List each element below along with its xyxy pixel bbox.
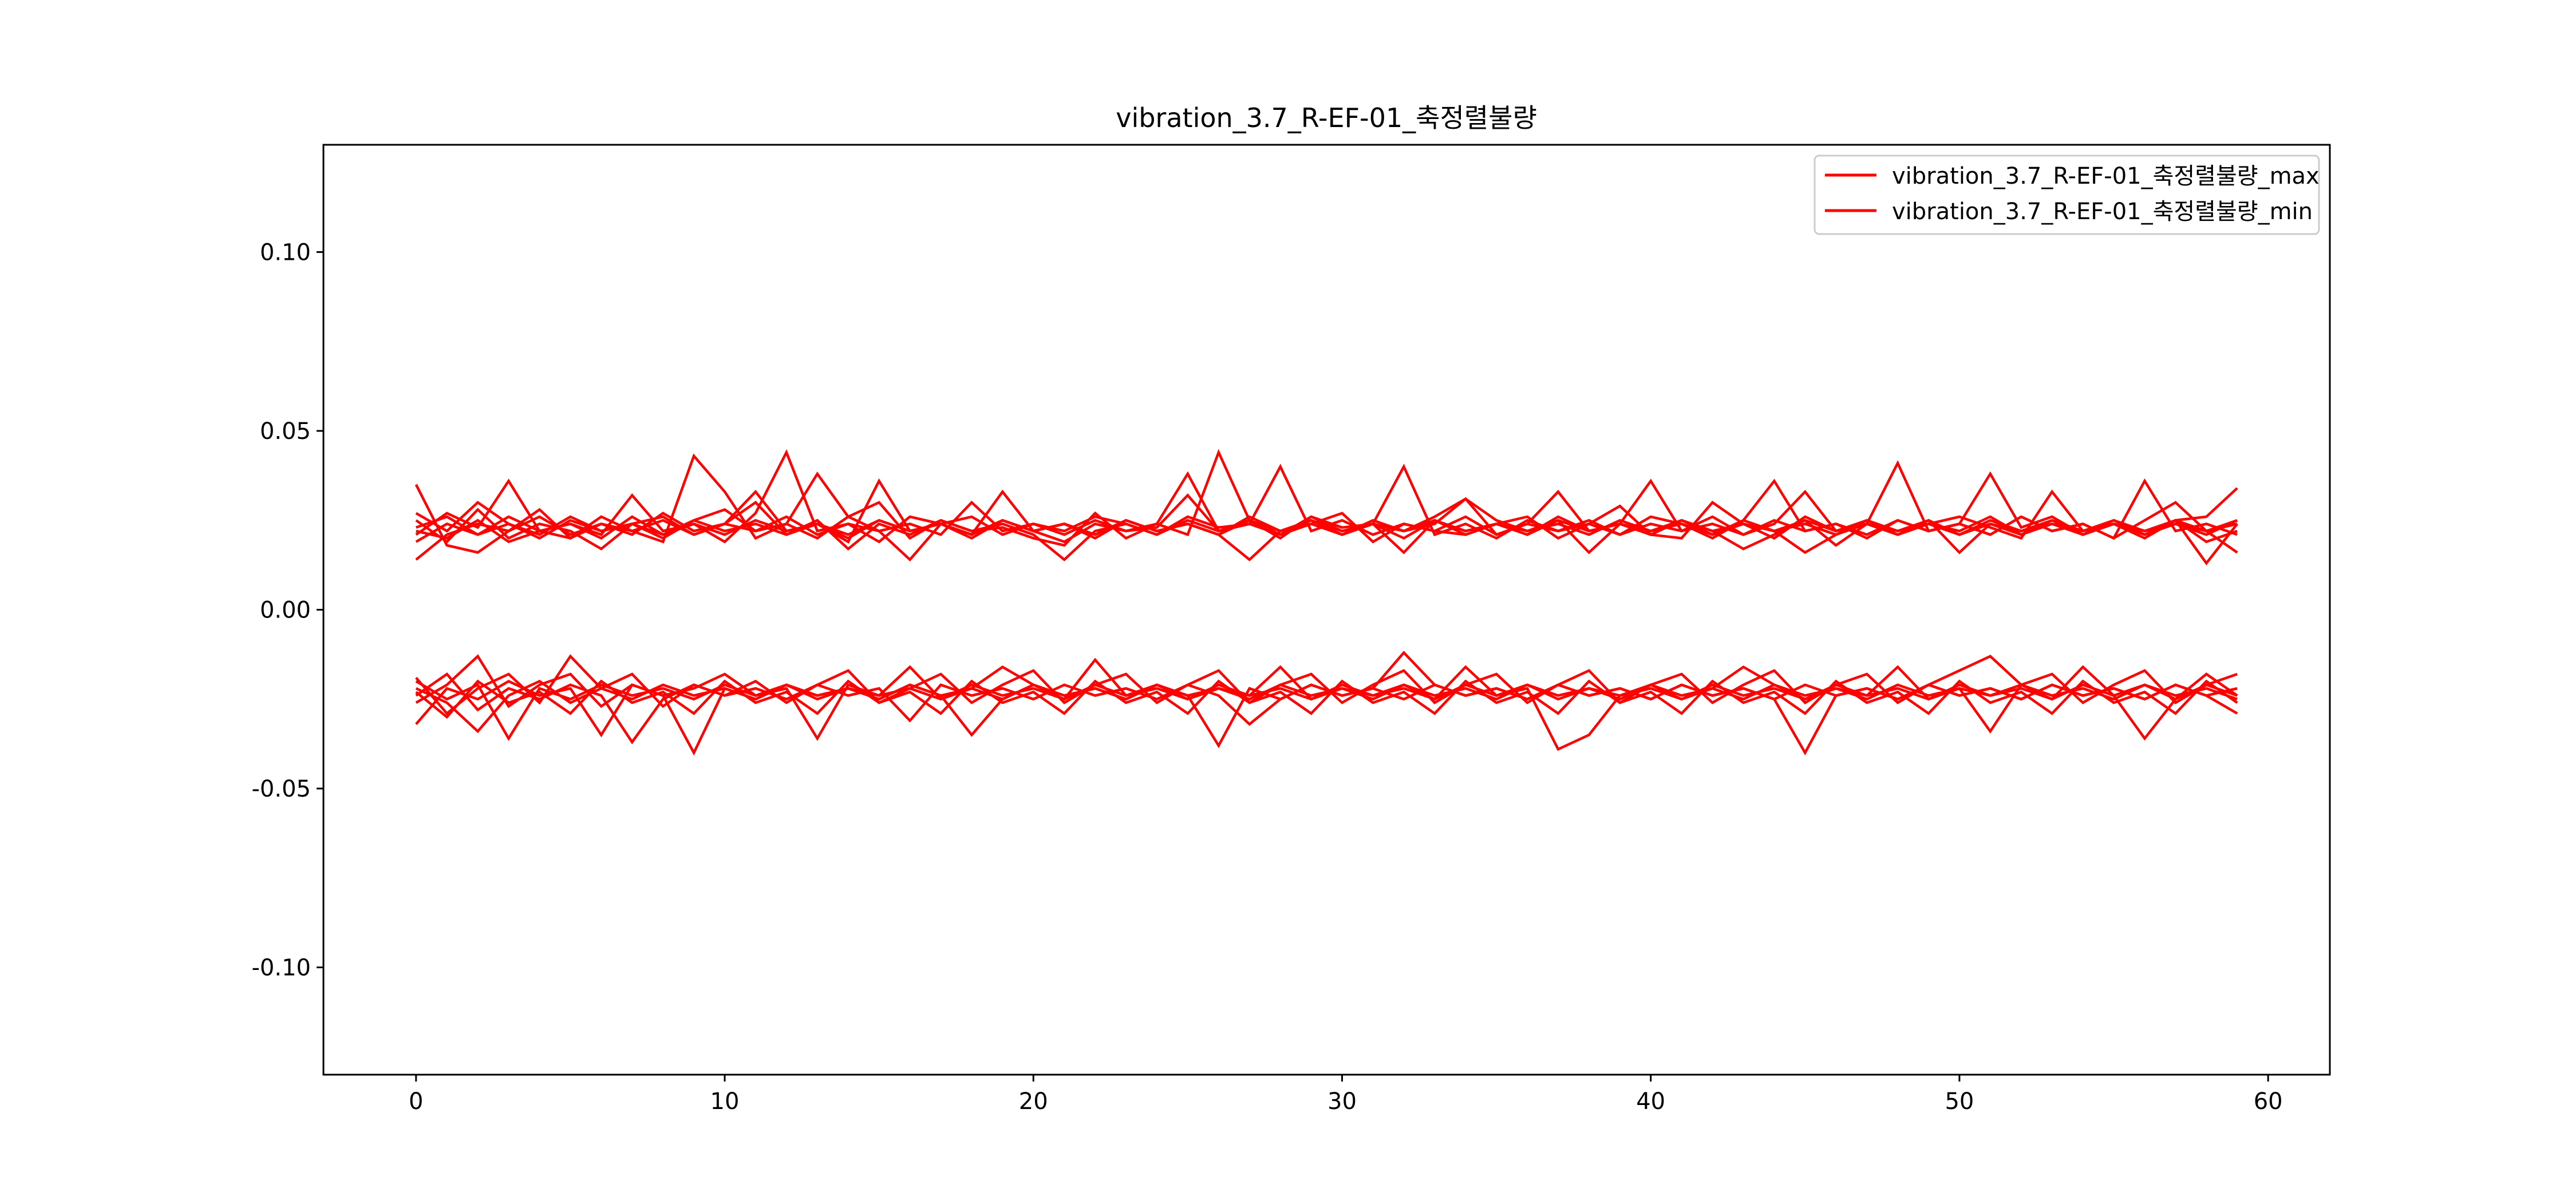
- y-tick-label: -0.05: [252, 776, 311, 802]
- y-axis: -0.10 -0.05 0.00 0.05 0.10: [252, 240, 323, 981]
- series-line-max-8: [415, 478, 2238, 540]
- y-tick-label: -0.10: [252, 955, 311, 981]
- x-tick-label: 50: [1945, 1088, 1974, 1115]
- legend-label-max: vibration_3.7_R-EF-01_축정렬불량_max: [1892, 163, 2320, 189]
- series-line-max-4: [415, 471, 2238, 540]
- x-axis: 0 10 20 30 40 50 60: [409, 1075, 2283, 1115]
- y-tick-label: 0.05: [260, 418, 311, 445]
- x-tick-label: 20: [1019, 1088, 1048, 1115]
- series-line-min-13: [415, 654, 2238, 708]
- legend-box: [1814, 155, 2320, 235]
- chart-title: vibration_3.7_R-EF-01_축정렬불량: [1116, 102, 1537, 133]
- series-line-min-14: [415, 654, 2238, 715]
- series-line-min-15: [415, 679, 2238, 719]
- x-tick-label: 40: [1636, 1088, 1665, 1115]
- x-tick-label: 60: [2254, 1088, 2283, 1115]
- y-tick-label: 0.00: [260, 597, 311, 624]
- legend-label-min: vibration_3.7_R-EF-01_축정렬불량_min: [1892, 199, 2313, 225]
- series-line-min-12: [415, 679, 2238, 737]
- series-layer: [414, 449, 2238, 756]
- legend: vibration_3.7_R-EF-01_축정렬불량_max vibratio…: [1814, 155, 2320, 235]
- series-line-max-6: [415, 489, 2238, 565]
- x-tick-label: 10: [710, 1088, 740, 1115]
- y-tick-label: 0.10: [260, 240, 311, 266]
- x-tick-label: 30: [1327, 1088, 1357, 1115]
- x-tick-label: 0: [409, 1088, 423, 1115]
